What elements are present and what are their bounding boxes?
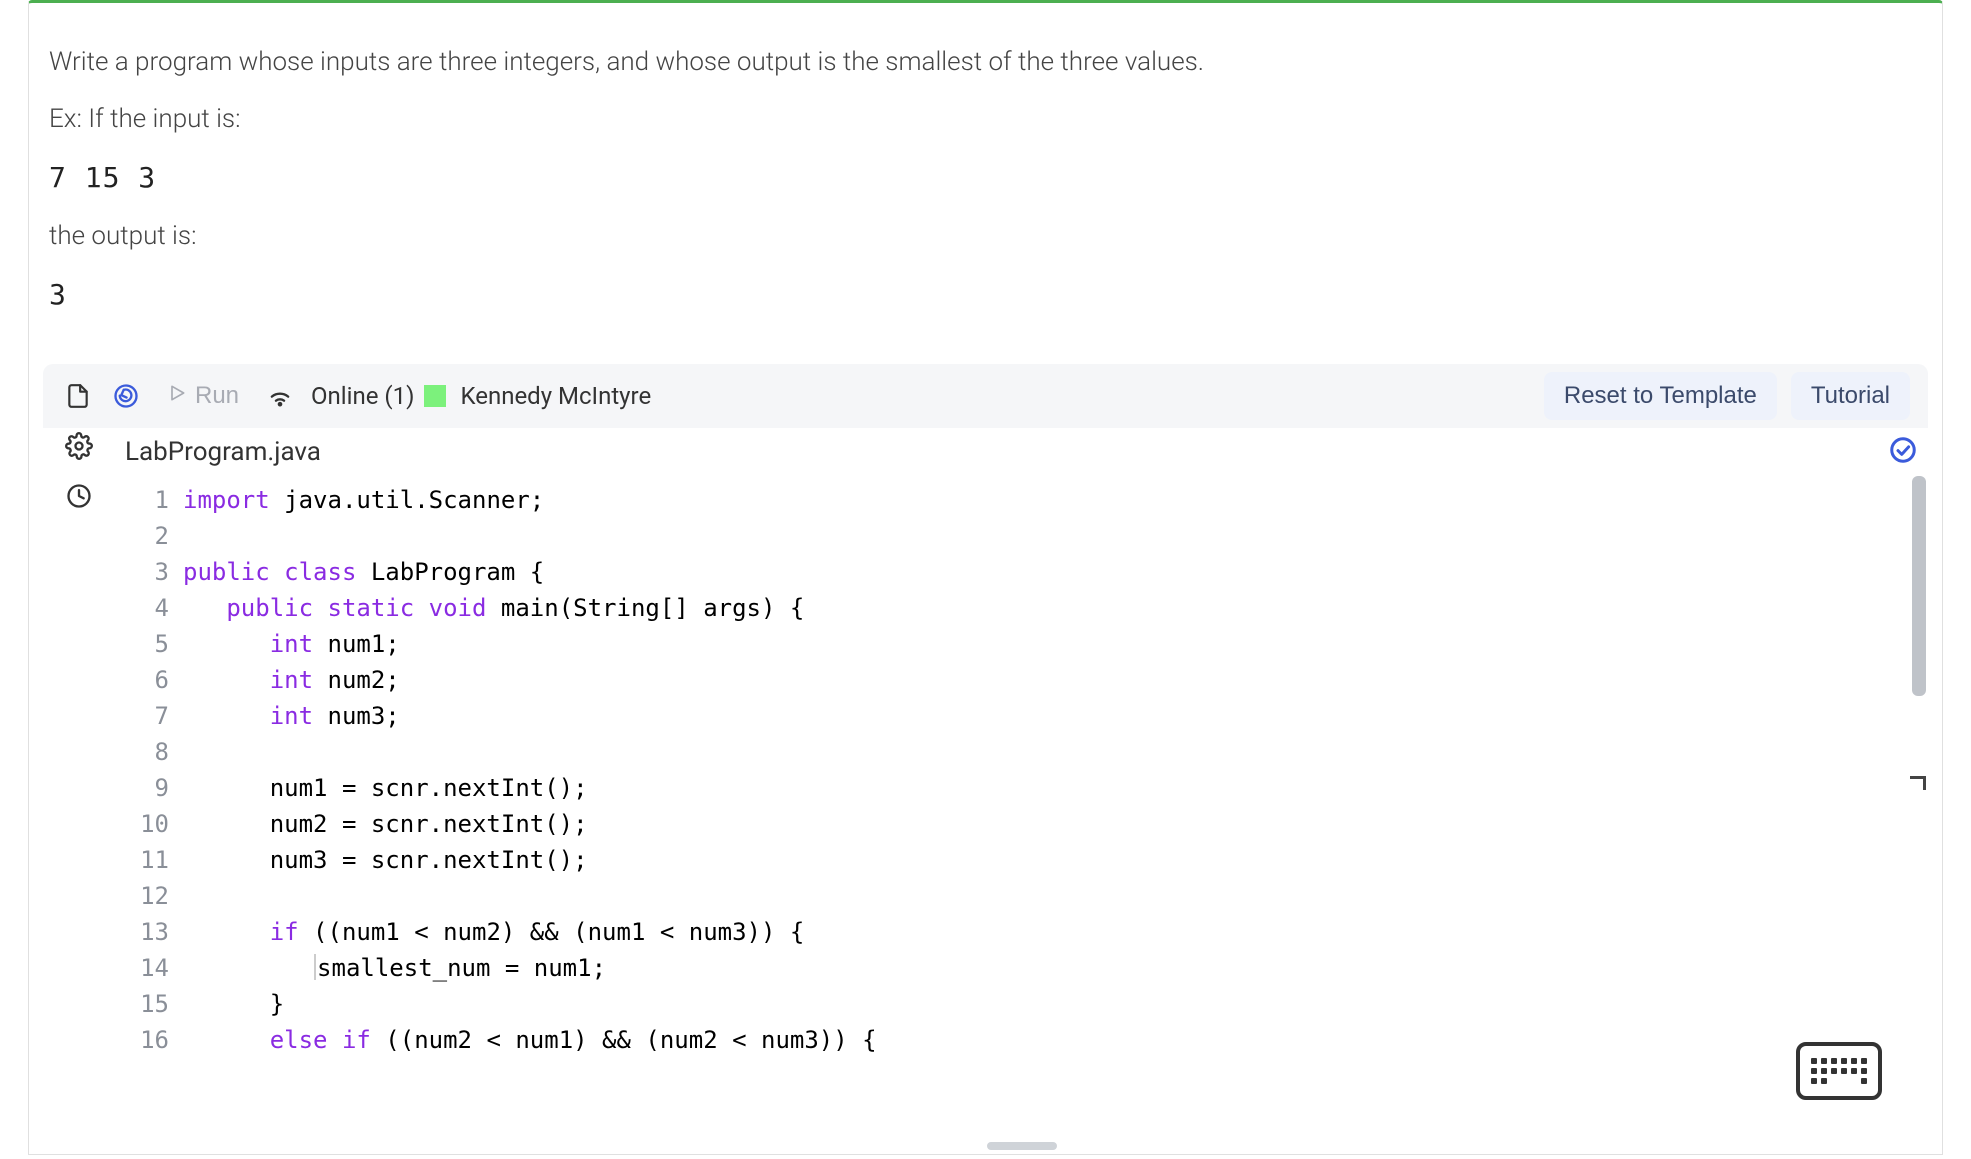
file-tab-row: LabProgram.java: [115, 428, 1928, 476]
page-container: Write a program whose inputs are three i…: [28, 0, 1943, 1155]
code-line[interactable]: num2 = scnr.nextInt();: [183, 806, 1928, 842]
user-name: Kennedy McIntyre: [460, 382, 651, 410]
vertical-scrollbar[interactable]: [1910, 476, 1928, 1154]
example-input: 7 15 3: [49, 157, 1922, 199]
tutorial-button[interactable]: Tutorial: [1791, 372, 1910, 420]
run-label: Run: [195, 382, 239, 410]
example-intro: Ex: If the input is:: [49, 100, 1922, 139]
code-line[interactable]: int num2;: [183, 662, 1928, 698]
code-line[interactable]: [183, 518, 1928, 554]
run-button[interactable]: Run: [157, 376, 249, 416]
check-status-icon[interactable]: [1888, 435, 1918, 469]
example-output: 3: [49, 274, 1922, 316]
keyboard-button[interactable]: [1796, 1042, 1882, 1100]
output-intro: the output is:: [49, 217, 1922, 256]
keyboard-icon: [1811, 1058, 1867, 1084]
code-line[interactable]: else if ((num2 < num1) && (num2 < num3))…: [183, 1022, 1928, 1058]
problem-description: Write a program whose inputs are three i…: [49, 43, 1922, 82]
code-editor[interactable]: 12345678910111213141516 import java.util…: [115, 476, 1928, 1154]
file-name: LabProgram.java: [125, 437, 321, 467]
left-icon-gutter: [43, 428, 115, 1154]
editor-column: LabProgram.java 12345678910111213141516 …: [115, 428, 1928, 1154]
minimap-indicator-icon: [1910, 776, 1926, 790]
code-line[interactable]: }: [183, 986, 1928, 1022]
vertical-scrollbar-thumb[interactable]: [1912, 476, 1926, 696]
text-cursor: [314, 954, 316, 980]
online-label: Online (1): [311, 382, 414, 410]
code-line[interactable]: [183, 734, 1928, 770]
code-line[interactable]: int num1;: [183, 626, 1928, 662]
online-indicator: Online (1): [311, 382, 446, 410]
ide-body: LabProgram.java 12345678910111213141516 …: [43, 428, 1928, 1154]
file-tab[interactable]: LabProgram.java: [115, 429, 339, 475]
line-number-gutter: 12345678910111213141516: [115, 476, 183, 1154]
play-icon: [167, 382, 187, 410]
code-line[interactable]: num3 = scnr.nextInt();: [183, 842, 1928, 878]
code-lines[interactable]: import java.util.Scanner; public class La…: [183, 476, 1928, 1154]
horizontal-scrollbar-thumb[interactable]: [987, 1142, 1057, 1150]
reset-to-template-button[interactable]: Reset to Template: [1544, 372, 1777, 420]
code-line[interactable]: import java.util.Scanner;: [183, 482, 1928, 518]
code-line[interactable]: public class LabProgram {: [183, 554, 1928, 590]
file-icon[interactable]: [61, 379, 95, 413]
online-status-icon: [424, 385, 446, 407]
code-line[interactable]: [183, 878, 1928, 914]
code-line[interactable]: smallest_num = num1;: [183, 950, 1928, 986]
code-line[interactable]: if ((num1 < num2) && (num1 < num3)) {: [183, 914, 1928, 950]
reload-icon[interactable]: [109, 379, 143, 413]
code-line[interactable]: int num3;: [183, 698, 1928, 734]
ide-panel: Run Online (1) Kennedy McIntyre Reset to…: [43, 364, 1928, 1154]
code-line[interactable]: num1 = scnr.nextInt();: [183, 770, 1928, 806]
gear-icon[interactable]: [63, 430, 95, 462]
problem-statement: Write a program whose inputs are three i…: [29, 3, 1942, 354]
ide-toolbar: Run Online (1) Kennedy McIntyre Reset to…: [43, 364, 1928, 428]
history-icon[interactable]: [63, 480, 95, 512]
code-line[interactable]: public static void main(String[] args) {: [183, 590, 1928, 626]
wifi-icon: [263, 379, 297, 413]
